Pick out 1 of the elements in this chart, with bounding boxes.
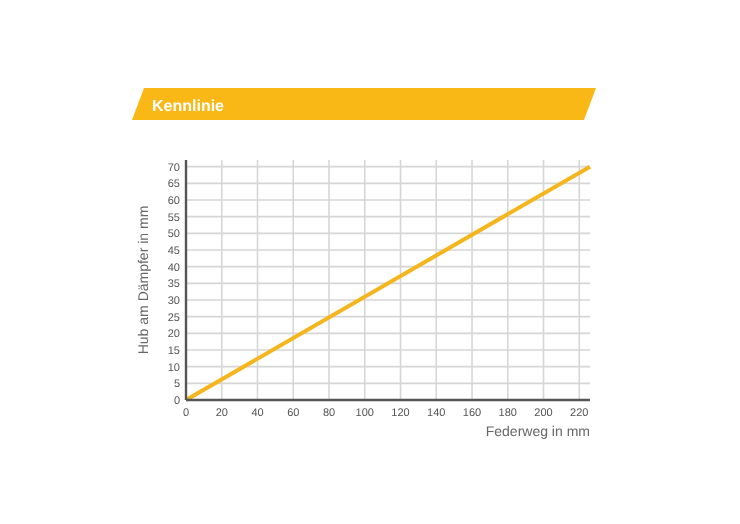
chart-title: Kennlinie: [152, 97, 226, 115]
